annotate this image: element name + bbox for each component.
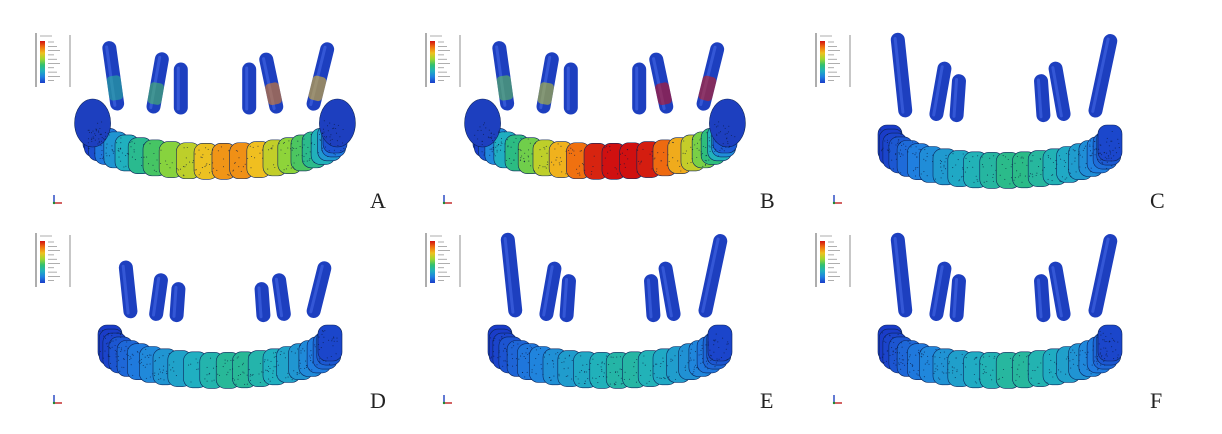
- implant-post: [658, 261, 681, 321]
- axis-triad-icon: [442, 195, 452, 205]
- implant-post: [890, 232, 913, 318]
- panel-d: [30, 225, 420, 425]
- panel-label-b: B: [760, 188, 775, 213]
- implant-bridge-model: [464, 41, 746, 180]
- panel-label-a: A: [370, 188, 386, 213]
- bridge-framework: [74, 98, 356, 180]
- implant-post: [118, 260, 138, 319]
- stress-legend: [35, 233, 71, 287]
- implant-posts: [118, 260, 332, 323]
- mesh-overlay: [87, 120, 345, 177]
- axis-triad-icon: [52, 195, 62, 205]
- panel-label-d: D: [370, 388, 386, 413]
- bridge-framework: [97, 324, 343, 389]
- implant-post: [949, 74, 966, 123]
- fe-model-render: [815, 232, 1123, 405]
- implant-post: [272, 273, 291, 321]
- axis-triad-icon: [52, 395, 62, 405]
- implant-post: [890, 32, 913, 118]
- implant-bridge-model: [877, 232, 1123, 389]
- fe-model-render: [425, 33, 746, 205]
- fe-model-render: [425, 232, 733, 405]
- implant-posts: [890, 232, 1118, 323]
- implant-post: [644, 274, 661, 323]
- implant-post: [149, 273, 168, 321]
- stress-legend: [815, 33, 851, 87]
- implant-post: [306, 261, 332, 318]
- implant-post: [649, 52, 674, 114]
- stress-legend: [425, 33, 461, 87]
- panel-c: [810, 25, 1200, 225]
- panel-e: [420, 225, 810, 425]
- fe-model-render: [815, 32, 1123, 205]
- implant-post: [1048, 261, 1071, 321]
- implant-post: [254, 282, 271, 323]
- stress-legend: [425, 233, 461, 287]
- stress-legend: [815, 233, 851, 287]
- implant-post: [1034, 74, 1051, 123]
- implant-post: [563, 62, 578, 115]
- panel-label-f: F: [1150, 388, 1163, 413]
- fe-model-render: [35, 33, 356, 205]
- bridge-framework: [487, 324, 733, 389]
- implant-bridge-model: [877, 32, 1123, 189]
- axis-triad-icon: [832, 395, 842, 405]
- bridge-framework: [464, 98, 746, 180]
- implant-post: [173, 62, 188, 115]
- mesh-overlay: [474, 121, 736, 176]
- implant-posts: [102, 41, 335, 115]
- mesh-overlay: [99, 329, 338, 385]
- implant-posts: [492, 41, 725, 115]
- panel-label-c: C: [1150, 188, 1165, 213]
- axis-triad-icon: [442, 395, 452, 405]
- implant-post: [242, 62, 257, 115]
- implant-post: [559, 274, 576, 323]
- implant-post: [929, 61, 952, 121]
- implant-post: [1088, 34, 1118, 118]
- mesh-overlay: [880, 129, 1120, 185]
- implant-post: [1088, 234, 1118, 318]
- implant-post: [306, 42, 335, 111]
- implant-post: [539, 261, 562, 321]
- panel-a: [30, 25, 420, 225]
- implant-posts: [500, 232, 728, 323]
- panel-f: [810, 225, 1200, 425]
- implant-post: [259, 52, 284, 114]
- bridge-framework: [877, 124, 1123, 189]
- implant-post: [146, 52, 169, 114]
- panel-label-e: E: [760, 388, 774, 413]
- stress-legend: [35, 33, 71, 87]
- implant-post: [929, 261, 952, 321]
- axis-triad-icon: [832, 195, 842, 205]
- implant-post: [698, 234, 728, 318]
- implant-bridge-model: [487, 232, 733, 389]
- panel-b: [420, 25, 810, 225]
- implant-post: [169, 282, 186, 323]
- mesh-overlay: [879, 330, 1119, 386]
- implant-post: [102, 41, 125, 111]
- implant-bridge-model: [74, 41, 356, 180]
- implant-post: [500, 232, 523, 318]
- implant-post: [949, 274, 966, 323]
- mesh-overlay: [490, 333, 729, 386]
- implant-post: [536, 52, 559, 114]
- fe-model-render: [35, 233, 343, 405]
- implant-post: [1034, 274, 1051, 323]
- implant-post: [492, 41, 515, 111]
- implant-posts: [890, 32, 1118, 123]
- implant-post: [632, 62, 647, 115]
- bridge-framework: [877, 324, 1123, 389]
- implant-bridge-model: [97, 260, 343, 389]
- implant-post: [696, 42, 725, 111]
- implant-post: [1048, 61, 1071, 121]
